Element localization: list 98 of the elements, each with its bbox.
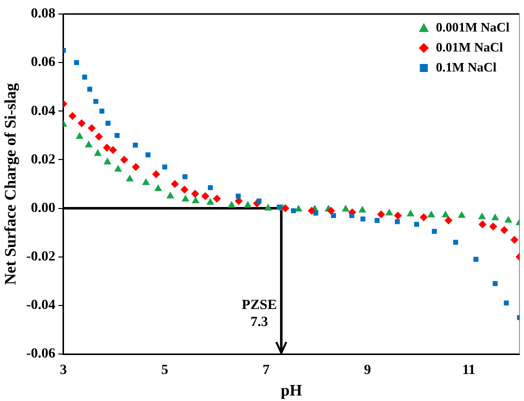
point xyxy=(500,226,508,234)
point xyxy=(120,156,128,164)
point xyxy=(458,211,466,218)
point xyxy=(491,214,500,220)
x-tick-label: 7 xyxy=(262,363,270,378)
point xyxy=(504,216,512,223)
point xyxy=(88,124,96,132)
point xyxy=(170,180,179,188)
point xyxy=(142,178,150,186)
point xyxy=(114,164,122,172)
point xyxy=(294,204,302,212)
point xyxy=(473,256,478,262)
x-axis-title: pH xyxy=(280,382,303,400)
point xyxy=(132,142,138,148)
point xyxy=(276,204,282,210)
point xyxy=(146,152,150,158)
point xyxy=(349,213,354,218)
point xyxy=(84,140,93,148)
point xyxy=(385,208,394,216)
point xyxy=(360,216,366,222)
point xyxy=(166,192,174,198)
x-tick-label: 5 xyxy=(161,363,168,378)
point xyxy=(109,146,118,154)
point xyxy=(228,200,236,208)
point xyxy=(244,200,252,208)
point xyxy=(406,210,414,216)
point xyxy=(358,206,366,212)
point xyxy=(510,236,518,244)
point xyxy=(374,218,380,223)
point xyxy=(394,212,402,220)
point xyxy=(68,112,76,120)
point xyxy=(82,74,88,80)
point xyxy=(264,204,272,211)
point xyxy=(420,213,428,222)
point xyxy=(99,108,104,114)
point xyxy=(313,210,318,216)
point xyxy=(478,212,486,220)
point xyxy=(182,194,190,202)
point xyxy=(212,194,221,203)
y-tick-label: -0.06 xyxy=(26,346,56,362)
point xyxy=(132,163,140,171)
point xyxy=(94,132,103,141)
point xyxy=(152,170,160,178)
point xyxy=(444,216,453,224)
point xyxy=(331,213,336,218)
point xyxy=(78,119,86,128)
x-tick-label: 9 xyxy=(364,363,371,378)
y-tick-label: 0.00 xyxy=(30,200,56,216)
point xyxy=(105,120,110,126)
y-tick-label: 0.08 xyxy=(30,6,56,22)
y-tick-label: 0.02 xyxy=(30,152,56,168)
point xyxy=(206,198,214,205)
point xyxy=(94,149,102,156)
point xyxy=(453,240,458,245)
x-tick-label: 11 xyxy=(462,363,476,378)
point xyxy=(162,164,168,170)
point xyxy=(180,186,188,194)
annotation: PZSE 7.3 xyxy=(242,298,277,330)
point xyxy=(442,210,450,218)
point xyxy=(236,194,241,199)
point xyxy=(427,210,436,218)
point xyxy=(114,132,120,138)
point xyxy=(414,222,420,227)
legend-label: 0.01M NaCl xyxy=(436,39,504,54)
point xyxy=(489,222,498,230)
point xyxy=(432,228,437,234)
x-tick-label: 3 xyxy=(60,363,67,378)
y-tick-label: 0.06 xyxy=(30,55,56,70)
point xyxy=(208,185,213,190)
point xyxy=(93,98,98,104)
point xyxy=(478,220,486,228)
point xyxy=(342,204,350,212)
point xyxy=(492,281,498,286)
point xyxy=(104,158,112,164)
y-tick-label: -0.02 xyxy=(26,249,56,264)
y-tick-label: 0.04 xyxy=(30,104,56,119)
y-tick-label: -0.04 xyxy=(26,298,56,314)
point xyxy=(182,174,188,180)
point xyxy=(281,204,290,212)
point xyxy=(192,196,200,204)
point xyxy=(394,219,400,224)
point xyxy=(504,300,509,306)
legend-label: 0.1M NaCl xyxy=(436,59,497,74)
point xyxy=(256,198,262,204)
point xyxy=(326,206,335,215)
y-axis-title: Net Surface Charge of Si-slag xyxy=(2,83,20,285)
point xyxy=(377,210,386,218)
point xyxy=(74,60,80,66)
point xyxy=(126,174,134,182)
point xyxy=(87,86,92,92)
point xyxy=(201,192,210,200)
legend-label: 0.001M NaCl xyxy=(436,19,510,34)
point xyxy=(191,190,200,198)
point xyxy=(290,208,296,214)
point xyxy=(102,144,111,152)
point xyxy=(76,132,84,139)
point xyxy=(308,206,316,215)
point xyxy=(154,184,162,192)
